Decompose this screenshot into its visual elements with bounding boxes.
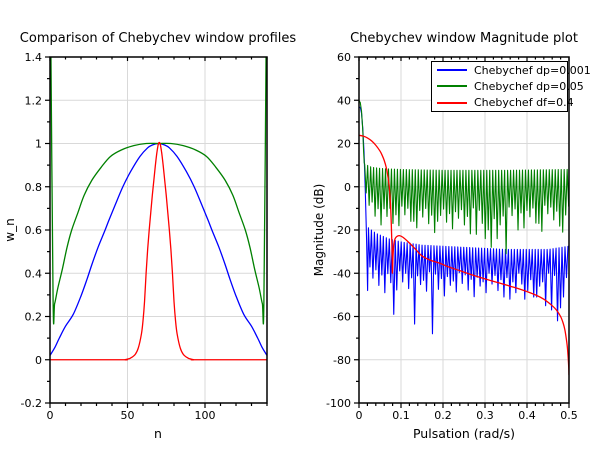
right-curve-red [359,134,569,376]
right-plot-series [359,100,569,376]
legend-label: Chebychef dp=0.001 [474,63,591,77]
left-plot-series [50,57,267,361]
right-x-tick-label: 0.5 [560,409,578,422]
right-curve-green [359,100,569,255]
right-y-tick-label: -40 [333,267,351,280]
left-plot-ticks [45,56,268,408]
left-y-tick-label: -0.2 [21,397,42,410]
right-y-tick-label: -100 [326,397,351,410]
left-curve-green [50,57,267,325]
right-y-tick-label: -60 [333,311,351,324]
right-y-tick-label: 40 [337,94,351,107]
legend-item: Chebychef dp=0.001 [432,62,591,78]
left-y-tick-label: 1.4 [25,51,43,64]
right-y-tick-label: 20 [337,138,351,151]
right-y-axis-label: Magnitude (dB) [312,183,326,277]
legend-line-sample-green [437,85,467,88]
right-chart-title: Chebychev window Magnitude plot [350,31,578,46]
legend-line-sample-red [437,101,467,104]
left-y-tick-label: 1 [35,138,42,151]
right-plot-tick-labels: 0 0.1 0.2 0.3 0.4 0.5 -100 -80 -60 -40 -20 0 20 40 60 [326,51,578,422]
right-x-tick-label: 0.4 [518,409,536,422]
legend-line-sample-blue [437,69,467,72]
left-curve-blue [50,142,267,357]
left-y-axis-label: w_n [3,218,17,242]
legend-item: Chebychef dp=0.05 [432,78,584,94]
left-y-tick-label: 0.2 [25,311,43,324]
right-x-tick-label: 0.3 [476,409,494,422]
legend: Chebychef dp=0.001 Chebychef dp=0.05 Che… [431,61,591,112]
right-x-tick-label: 0.2 [434,409,452,422]
right-y-tick-label: 60 [337,51,351,64]
left-x-axis-label: n [154,426,162,441]
left-y-tick-label: 0.6 [25,224,43,237]
left-y-tick-label: 0 [35,354,42,367]
right-y-tick-label: -20 [333,224,351,237]
right-y-tick-label: 0 [344,181,351,194]
left-x-tick-label: 100 [195,409,216,422]
legend-label: Chebychef df=0.4 [474,96,574,110]
legend-label: Chebychef dp=0.05 [474,79,584,93]
right-plot-ticks [354,56,570,408]
left-chart-title: Comparison of Chebychev window profiles [19,31,297,46]
left-x-tick-label: 50 [121,409,135,422]
right-x-tick-label: 0.1 [392,409,410,422]
right-x-axis-label: Pulsation (rad/s) [412,426,516,441]
left-y-tick-label: 1.2 [25,94,43,107]
left-plot-tick-labels: 0 50 100 -0.2 0 0.2 0.4 0.6 0.8 1 1.2 1.4 [21,51,216,422]
left-y-tick-label: 0.4 [25,267,43,280]
right-y-tick-label: -80 [333,354,351,367]
left-x-tick-label: 0 [47,409,54,422]
legend-item: Chebychef df=0.4 [432,95,574,111]
left-plot-grid [50,57,267,403]
left-y-tick-label: 0.8 [25,181,43,194]
left-curve-red [50,141,267,361]
right-x-tick-label: 0 [356,409,363,422]
